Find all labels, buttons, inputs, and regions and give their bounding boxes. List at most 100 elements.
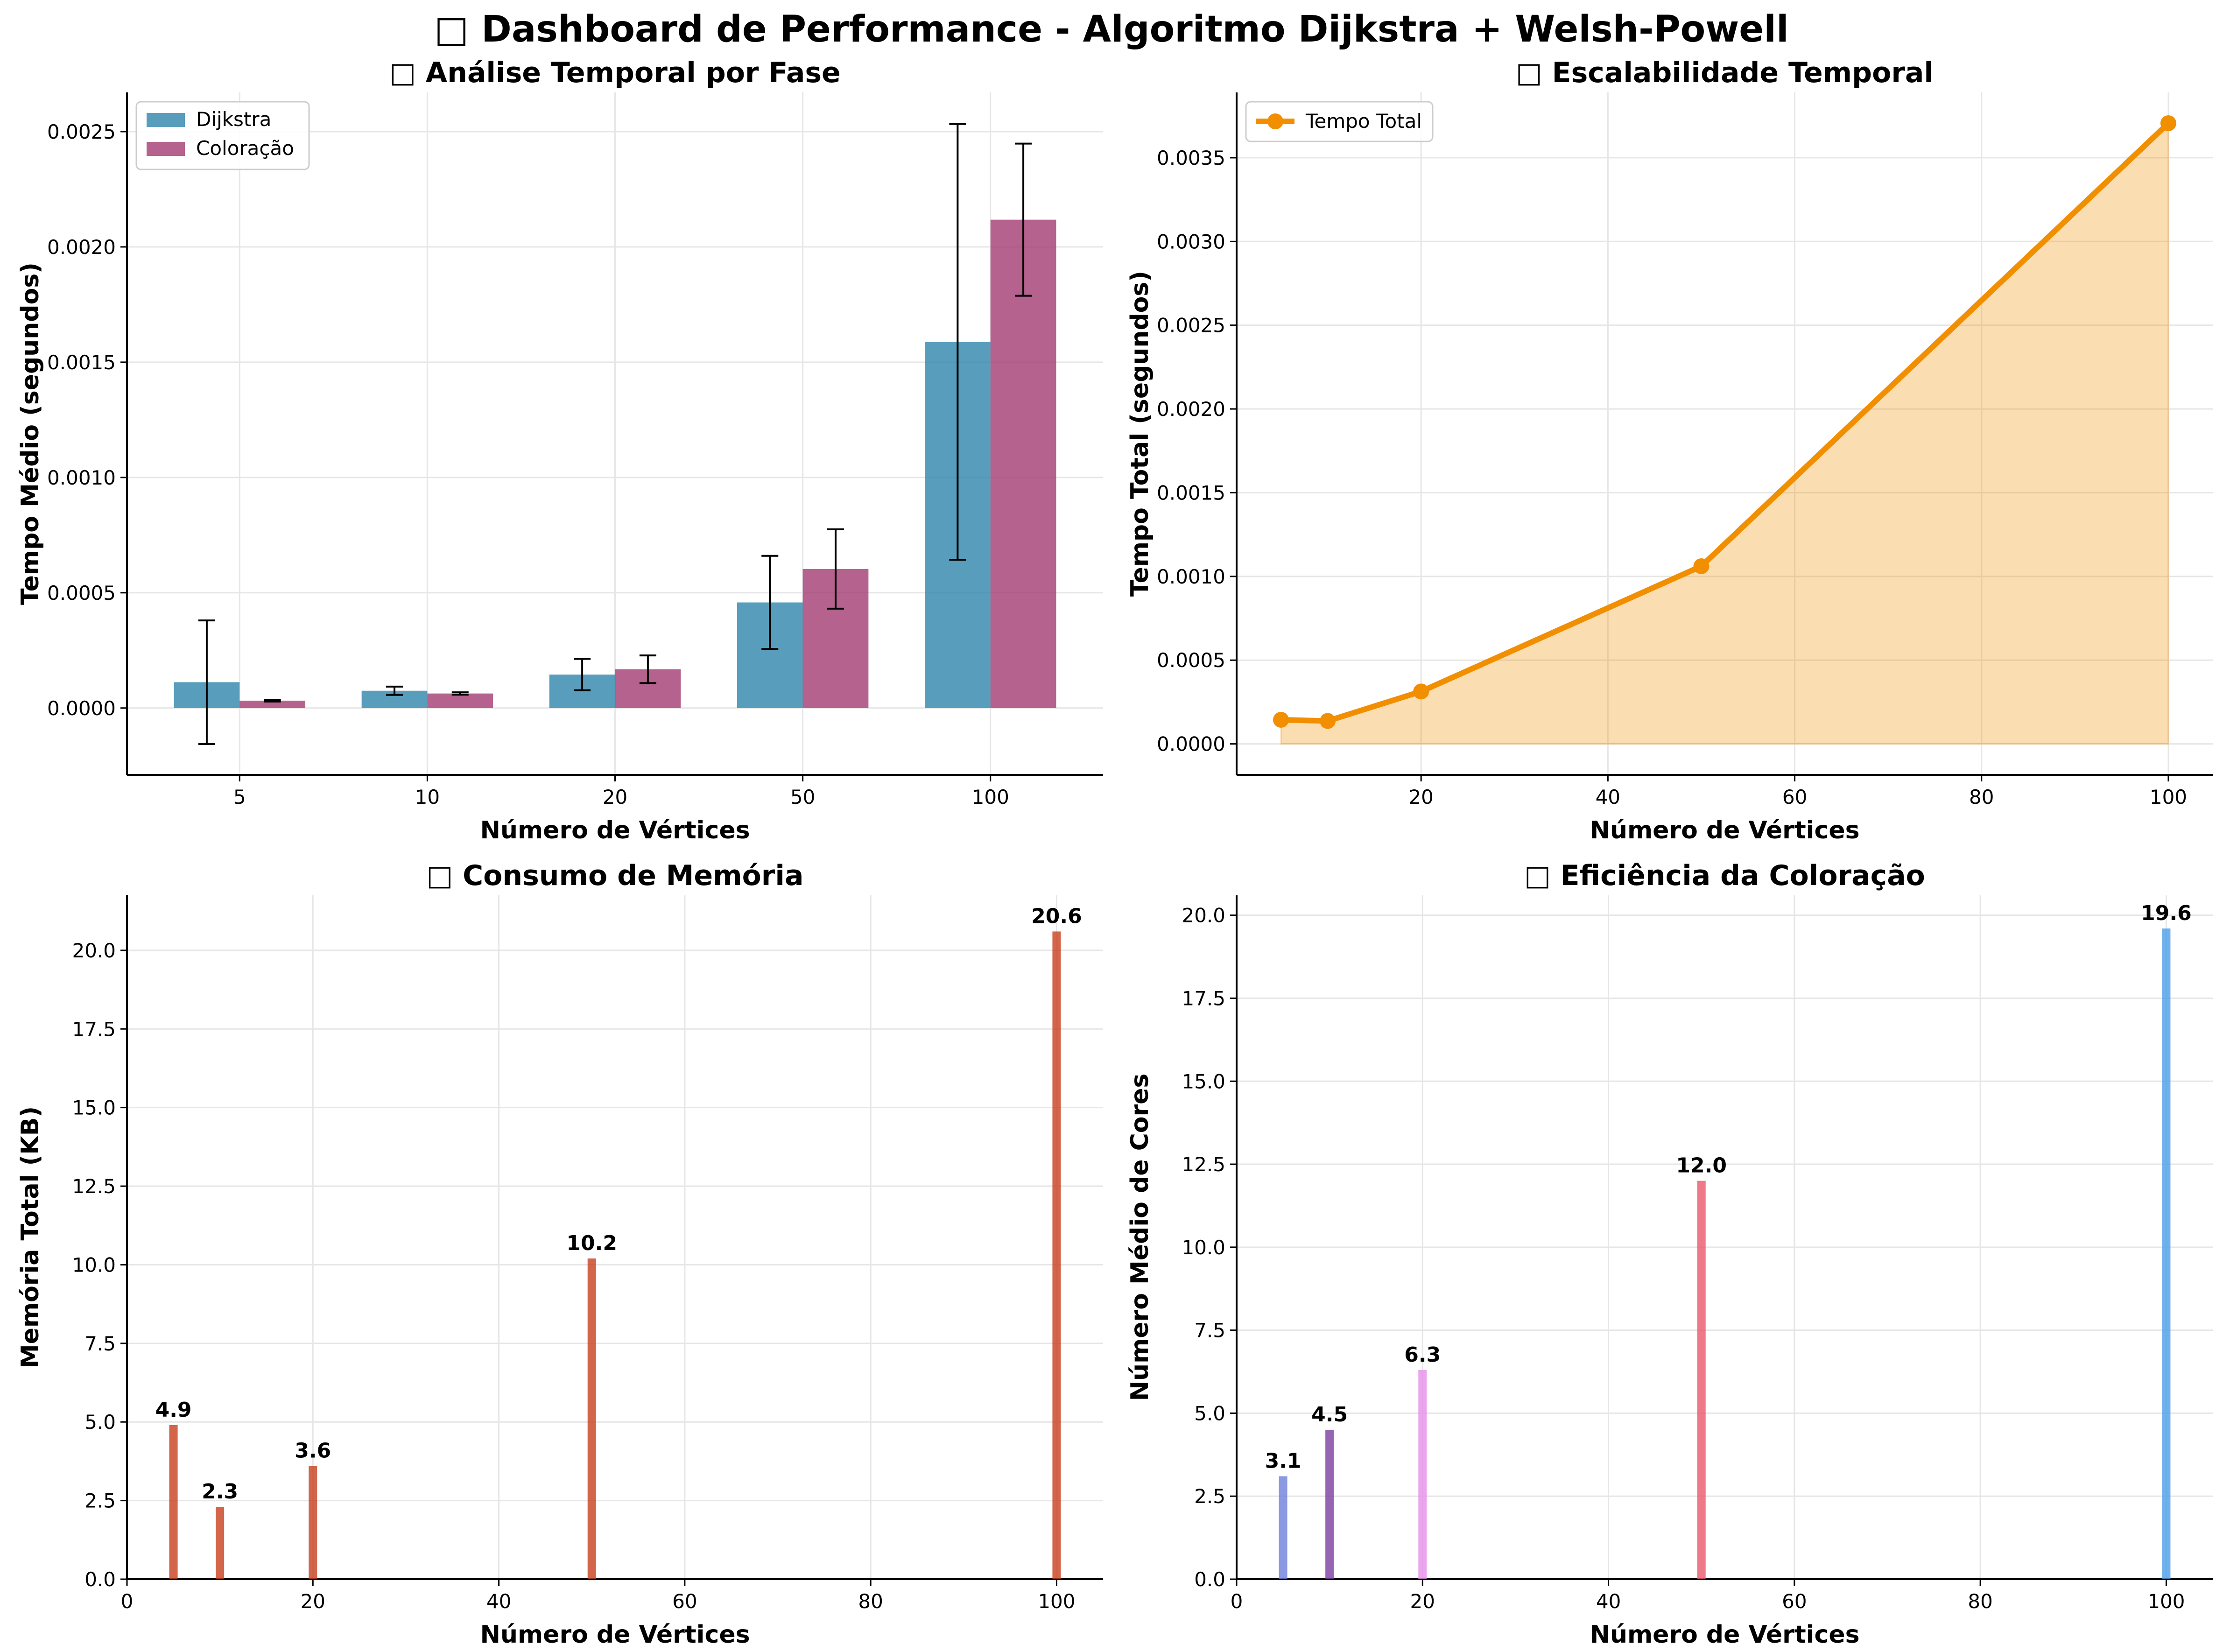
bar: [216, 1507, 225, 1579]
y-tick-label: 17.5: [1182, 987, 1225, 1010]
y-tick-label: 10.0: [1182, 1236, 1225, 1259]
legend-label: Coloração: [196, 137, 294, 160]
y-tick-label: 7.5: [1194, 1319, 1225, 1342]
y-tick-label: 20.0: [1182, 904, 1225, 927]
y-tick-label: 2.5: [1194, 1485, 1225, 1508]
x-tick-label: 50: [790, 786, 815, 808]
x-tick-label: 100: [2147, 1590, 2185, 1613]
bar: [239, 700, 306, 708]
data-label: 6.3: [1404, 1343, 1441, 1367]
y-tick-label: 15.0: [1182, 1070, 1225, 1093]
x-axis-label: Número de Vértices: [1590, 816, 1859, 844]
x-tick-label: 0: [121, 1590, 134, 1613]
y-tick-label: 15.0: [72, 1097, 116, 1119]
y-tick-label: 0.0000: [1157, 733, 1225, 756]
y-tick-label: 5.0: [1194, 1402, 1225, 1425]
data-point: [1273, 711, 1289, 728]
y-tick-label: 0.0: [1194, 1568, 1225, 1591]
data-label: 3.1: [1265, 1449, 1301, 1473]
bar: [427, 693, 493, 708]
x-axis-label: Número de Vértices: [480, 816, 750, 844]
x-tick-label: 100: [972, 786, 1009, 808]
y-tick-label: 0.0020: [1157, 398, 1225, 421]
x-tick-label: 5: [233, 786, 246, 808]
bar: [1325, 1429, 1334, 1579]
x-tick-label: 20: [1408, 786, 1433, 808]
y-axis-label: Número Médio de Cores: [1126, 1074, 1154, 1401]
data-label: 3.6: [295, 1439, 331, 1463]
data-label: 4.5: [1311, 1403, 1348, 1427]
legend-label: Dijkstra: [196, 108, 271, 131]
x-tick-label: 60: [1782, 1590, 1807, 1613]
y-tick-label: 0.0010: [47, 466, 116, 489]
bar: [587, 1258, 596, 1579]
legend-marker: [1267, 113, 1283, 129]
x-tick-label: 60: [672, 1590, 697, 1613]
x-tick-label: 80: [1969, 786, 1994, 808]
x-tick-label: 10: [415, 786, 440, 808]
y-tick-label: 12.5: [72, 1175, 116, 1198]
x-tick-label: 20: [603, 786, 627, 808]
x-tick-label: 100: [2150, 786, 2187, 808]
legend-label: Tempo Total: [1305, 110, 1422, 133]
y-tick-label: 0.0035: [1157, 147, 1225, 169]
chart-title: □ Escalabilidade Temporal: [1516, 56, 1934, 89]
dashboard-title: □ Dashboard de Performance - Algoritmo D…: [434, 8, 1789, 50]
y-tick-label: 0.0005: [47, 582, 116, 605]
data-label: 4.9: [155, 1398, 192, 1422]
data-point: [1320, 713, 1336, 729]
x-axis-label: Número de Vértices: [1590, 1621, 1859, 1649]
x-tick-label: 20: [1410, 1590, 1435, 1613]
chart-title: □ Análise Temporal por Fase: [389, 56, 841, 89]
y-tick-label: 0.0010: [1157, 565, 1225, 588]
data-point: [2160, 115, 2176, 132]
y-tick-label: 0.0030: [1157, 230, 1225, 253]
x-tick-label: 80: [1968, 1590, 1992, 1613]
x-tick-label: 40: [486, 1590, 511, 1613]
x-tick-label: 80: [858, 1590, 883, 1613]
y-tick-label: 0.0025: [1157, 314, 1225, 337]
legend-box: [1245, 101, 1434, 142]
y-tick-label: 0.0015: [1157, 481, 1225, 504]
bar: [1697, 1181, 1706, 1579]
bar: [1418, 1370, 1427, 1579]
bar: [1052, 931, 1061, 1579]
data-label: 10.2: [566, 1231, 617, 1255]
data-label: 2.3: [202, 1480, 238, 1504]
x-tick-label: 0: [1231, 1590, 1243, 1613]
x-axis-label: Número de Vértices: [480, 1621, 750, 1649]
y-tick-label: 0.0: [84, 1568, 116, 1591]
y-axis-label: Memória Total (KB): [16, 1106, 44, 1368]
x-tick-label: 40: [1596, 786, 1620, 808]
data-point: [1693, 558, 1709, 574]
x-tick-label: 60: [1782, 786, 1807, 808]
data-label: 12.0: [1676, 1154, 1727, 1178]
data-label: 19.6: [2141, 901, 2192, 925]
y-axis-label: Tempo Médio (segundos): [16, 262, 44, 605]
y-tick-label: 0.0005: [1157, 649, 1225, 672]
y-axis-label: Tempo Total (segundos): [1126, 271, 1154, 597]
bar: [1279, 1476, 1287, 1579]
data-point: [1413, 683, 1429, 700]
chart-title: □ Consumo de Memória: [427, 859, 804, 892]
y-tick-label: 0.0000: [47, 697, 116, 720]
bar: [309, 1466, 317, 1579]
legend-swatch: [147, 142, 185, 156]
y-tick-label: 0.0025: [47, 120, 116, 143]
chart-title: □ Eficiência da Coloração: [1524, 859, 1925, 892]
bar: [169, 1425, 178, 1579]
bar: [2162, 928, 2171, 1579]
x-tick-label: 20: [301, 1590, 325, 1613]
x-tick-label: 40: [1596, 1590, 1621, 1613]
y-tick-label: 17.5: [72, 1018, 116, 1040]
y-tick-label: 12.5: [1182, 1153, 1225, 1176]
y-tick-label: 20.0: [72, 939, 116, 962]
y-tick-label: 2.5: [84, 1490, 116, 1512]
bar: [990, 219, 1056, 708]
y-tick-label: 10.0: [72, 1253, 116, 1276]
y-tick-label: 0.0020: [47, 236, 116, 259]
